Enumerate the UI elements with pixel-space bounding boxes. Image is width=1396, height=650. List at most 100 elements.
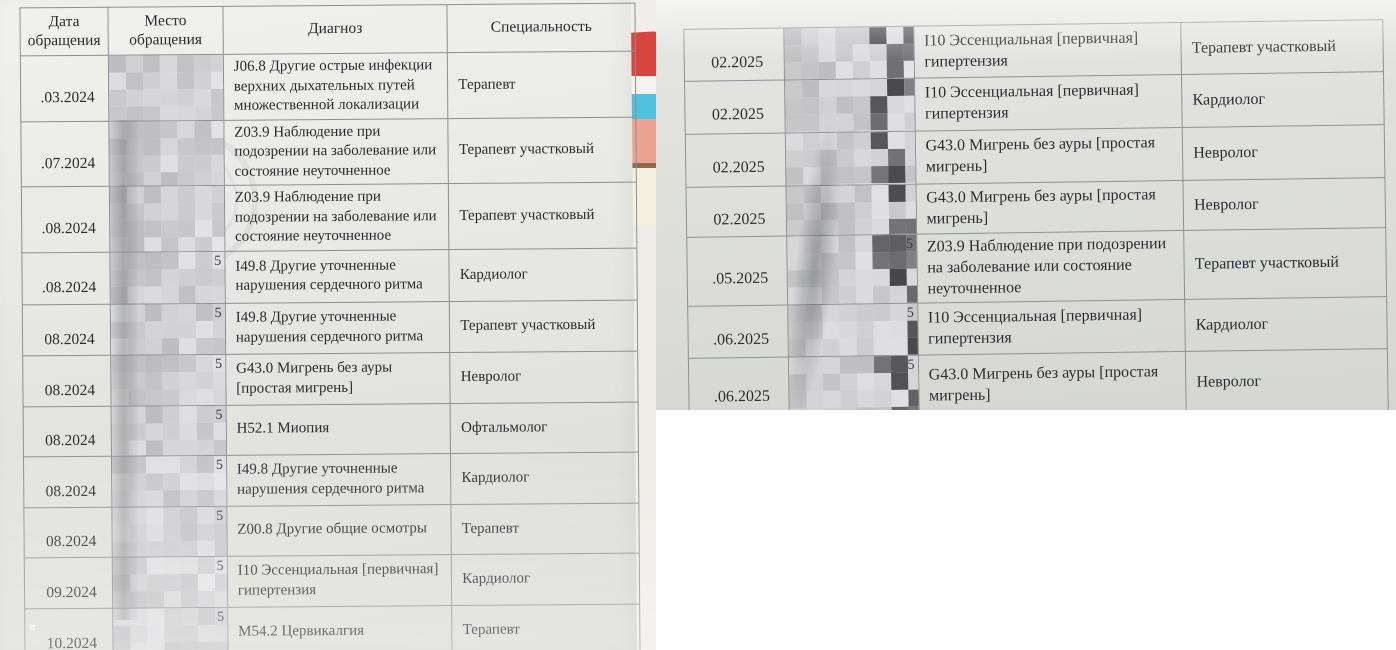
diagnosis-text: I49.8 Другие уточненные нарушения сердеч… [235,257,423,294]
diagnosis-text: I10 Эссенциальная [первичная] гипертензи… [237,561,439,599]
cell-diagnosis: J06.8 Другие острые инфекции верхних дых… [223,52,449,121]
redaction-mosaic [112,506,227,557]
row-marker-digit: 5 [216,609,225,625]
redaction-mosaic [112,556,227,608]
cell-date: .08.2024 [21,251,111,305]
specialty-text: Кардиолог [462,570,531,588]
cell-specialty: Терапевт участковый [448,182,637,250]
visit-date: 09.2024 [46,583,97,601]
column-header-date: Дата обращения [19,7,109,57]
table-row: 08.2024 5 Z00.8 Другие общие осмотры Терапе… [23,502,640,558]
table-row: 10.2024 5 M54.2 Цервикалгия Терапевт [24,603,641,650]
redaction-mosaic [788,304,918,357]
table-row: 08.2024 5 I49.8 Другие уточненные нарушени… [23,451,639,508]
cell-specialty: Терапевт [451,502,640,555]
cell-date: 02.2025 [683,28,785,82]
cell-specialty: Кардиолог [1181,71,1385,128]
cell-place-redacted [784,78,915,133]
visit-date: 08.2024 [44,330,95,348]
cell-place-redacted [112,556,228,608]
specialty-text: Невролог [460,368,522,386]
table-row: 08.2024 5 I49.8 Другие уточненные нарушени… [22,299,638,356]
cell-place-redacted [108,54,224,121]
redaction-mosaic [109,186,225,252]
cell-specialty: Невролог [1185,348,1389,410]
cell-place-redacted [786,234,918,306]
diagnosis-text: J06.8 Другие острые инфекции верхних дых… [233,57,433,114]
cell-diagnosis: 5 M54.2 Цервикалгия [217,605,453,650]
visit-history-table-left: Дата обращения Место обращения Диагноз Спе… [19,3,641,650]
specialty-text: Терапевт [462,621,520,639]
visit-date: 02.2025 [712,158,765,177]
table-row: .08.2024 Z03.9 Наблюдение при подозрении … [21,182,637,253]
visit-date: 10.2024 [46,634,98,650]
cell-place-redacted [785,184,917,236]
cell-specialty: Терапевт участковый [1180,19,1384,75]
cell-diagnosis: G43.0 Мигрень без ауры [простая мигрень] [914,127,1184,185]
visit-date: 02.2025 [713,210,766,229]
diagnosis-text: I10 Эссенциальная [первичная] гипертензи… [927,306,1143,348]
cell-diagnosis: G43.0 Мигрень без ауры [простая мигрень] [915,180,1184,235]
cell-specialty: Невролог [1183,177,1386,231]
specialty-text: Терапевт [461,520,520,537]
background-white-object [628,76,656,96]
redaction-mosaic [787,234,917,305]
visit-date: .06.2025 [712,330,770,349]
cell-diagnosis: 5 Z00.8 Другие общие осмотры [216,504,452,557]
diagnosis-text: M54.2 Цервикалгия [238,622,365,640]
row-marker-digit: 5 [214,253,222,269]
specialty-text: Кардиолог [1192,90,1266,109]
row-marker-digit: 5 [905,236,914,252]
column-header-specialty: Специальность [447,3,636,53]
cell-date: 02.2025 [685,132,786,188]
column-header-place: Место обращения [107,6,224,56]
background-brown-edge [628,163,656,170]
specialty-text: Терапевт участковый [460,317,596,335]
cell-place-redacted [108,120,225,187]
visit-date: .07.2024 [40,154,96,173]
cell-date: .07.2024 [20,120,110,188]
diagnosis-text: I49.8 Другие уточненные нарушения сердеч… [236,460,425,498]
cell-specialty: Терапевт [447,51,636,119]
diagnosis-text: G43.0 Мигрень без ауры [простая мигрень] [236,359,393,397]
specialty-text: Терапевт участковый [459,206,595,224]
visit-date: 08.2024 [45,533,97,551]
right-page-photo: 02.2025 I10 Эссенциальная [первичная] гип… [656,0,1396,410]
cell-place-redacted [788,355,919,410]
cell-date: 08.2024 [22,354,112,407]
specialty-text: Терапевт участковый [458,141,595,159]
cell-specialty: Терапевт участковый [448,116,637,184]
cell-date: .03.2024 [20,55,109,122]
cell-place-redacted [111,455,227,507]
row-marker-digit: 5 [907,358,915,374]
row-marker-digit: 5 [216,508,224,524]
cell-diagnosis: I10 Эссенциальная [первичная] гипертензи… [913,22,1182,79]
diagnosis-text: Z00.8 Другие общие осмотры [237,520,427,539]
cell-date: 02.2025 [686,185,787,238]
cell-diagnosis: 5 G43.0 Мигрень без ауры [простая мигрень… [215,352,451,406]
diagnosis-text: G43.0 Мигрень без ауры [простая мигрень] [925,134,1156,176]
column-header-diagnosis: Диагноз [222,4,448,55]
table-header-row: Дата обращения Место обращения Диагноз Спе… [19,3,636,57]
specialty-text: Невролог [1193,143,1258,162]
cell-place-redacted [111,405,227,456]
redaction-mosaic [111,455,227,507]
row-marker-digit: 5 [214,305,222,321]
cell-date: .06.2025 [687,305,789,359]
specialty-text: Кардиолог [459,266,528,283]
cell-date: 02.2025 [684,79,786,135]
visit-date: .05.2025 [712,269,769,288]
cell-diagnosis: 5 I10 Эссенциальная [первичная] гипертенз… [907,299,1186,356]
cell-specialty: Терапевт участковый [1183,227,1387,300]
cell-place-redacted [783,26,915,80]
cell-diagnosis: 5 G43.0 Мигрень без ауры [простая мигрень… [908,351,1187,410]
cell-specialty: Кардиолог [450,451,639,505]
cell-specialty: Офтальмолог [450,401,639,454]
background-cyan-object [628,94,656,121]
cell-date: 09.2024 [24,556,113,609]
specialty-text: Невролог [1196,372,1262,391]
cell-place-redacted [111,506,228,557]
diagnosis-text: H52.1 Миопия [236,420,330,438]
cell-diagnosis: Z03.9 Наблюдение при подозрении на забол… [224,183,450,252]
